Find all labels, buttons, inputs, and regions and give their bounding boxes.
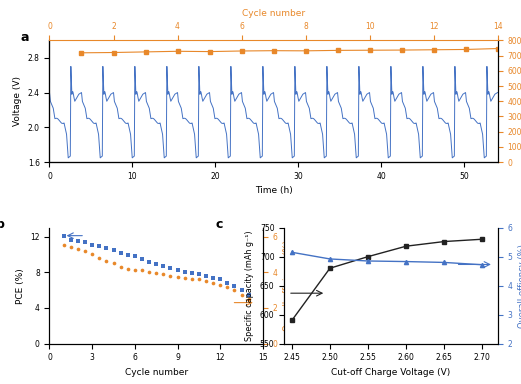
Point [59, 242, 68, 248]
Point [123, 266, 132, 272]
Point [238, 292, 246, 298]
Point [223, 285, 231, 291]
Point [74, 246, 82, 252]
Point [166, 265, 175, 271]
Point [209, 280, 217, 286]
Point [131, 253, 139, 259]
Point [117, 250, 125, 256]
Point [138, 256, 146, 262]
Point [238, 287, 246, 293]
Point [244, 296, 253, 302]
Point [117, 264, 125, 270]
Point [95, 243, 104, 250]
Y-axis label: Voltage (V): Voltage (V) [13, 76, 22, 126]
Point [67, 244, 75, 250]
X-axis label: Cycle number: Cycle number [125, 368, 188, 377]
Point [202, 278, 210, 284]
Point [109, 260, 118, 266]
Point [109, 247, 118, 253]
Point [202, 273, 210, 279]
Point [244, 291, 253, 298]
Point [145, 258, 153, 265]
Point [159, 263, 167, 269]
Point [81, 239, 89, 245]
Y-axis label: Specific capacity (mAh g⁻¹): Specific capacity (mAh g⁻¹) [245, 230, 254, 341]
Point [223, 280, 231, 286]
Point [230, 283, 239, 289]
X-axis label: Time (h): Time (h) [255, 187, 292, 195]
Point [67, 237, 75, 243]
Point [159, 271, 167, 277]
Point [173, 266, 182, 273]
Point [152, 261, 160, 267]
Text: b: b [0, 218, 5, 231]
Point [188, 270, 196, 276]
Y-axis label: Overall efficiency (%): Overall efficiency (%) [283, 240, 292, 331]
Point [216, 276, 225, 283]
Point [173, 274, 182, 280]
Point [88, 242, 96, 248]
Y-axis label: PCE (%): PCE (%) [16, 268, 24, 303]
Point [102, 258, 110, 264]
Point [138, 267, 146, 273]
Point [88, 252, 96, 258]
Point [195, 271, 203, 277]
Text: c: c [216, 218, 224, 231]
X-axis label: Cycle number: Cycle number [242, 9, 305, 18]
Point [145, 269, 153, 275]
Point [81, 248, 89, 254]
Point [195, 276, 203, 283]
Point [74, 237, 82, 243]
Point [166, 273, 175, 279]
Point [102, 245, 110, 251]
Point [180, 275, 189, 281]
Point [59, 233, 68, 239]
Point [230, 287, 239, 293]
X-axis label: Cut-off Charge Voltage (V): Cut-off Charge Voltage (V) [331, 368, 451, 377]
Point [123, 252, 132, 258]
Point [180, 269, 189, 275]
Point [152, 270, 160, 276]
Point [95, 255, 104, 261]
Point [216, 282, 225, 288]
Y-axis label: Overall effiency (%): Overall effiency (%) [518, 244, 521, 328]
Point [188, 275, 196, 281]
Point [209, 275, 217, 281]
Point [131, 266, 139, 273]
Text: a: a [20, 31, 29, 43]
